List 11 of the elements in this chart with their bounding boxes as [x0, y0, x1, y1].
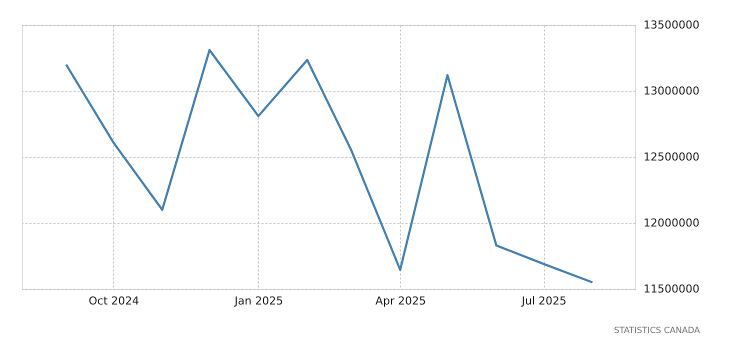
- x-tick-label: Apr 2025: [375, 294, 426, 308]
- text: STATISTICS CANADA: [614, 326, 700, 336]
- y-tick-label: 11500000: [644, 282, 700, 296]
- x-tick-label: Jul 2025: [520, 294, 566, 308]
- y-tick-label: 13500000: [644, 18, 700, 32]
- y-tick-label: 13000000: [644, 84, 700, 98]
- line-series: [65, 48, 594, 284]
- x-tick-label: Jan 2025: [234, 294, 284, 308]
- y-tick-label: 12500000: [644, 150, 700, 164]
- y-tick-label: 12000000: [644, 216, 700, 230]
- x-tick-label: Oct 2024: [88, 294, 140, 308]
